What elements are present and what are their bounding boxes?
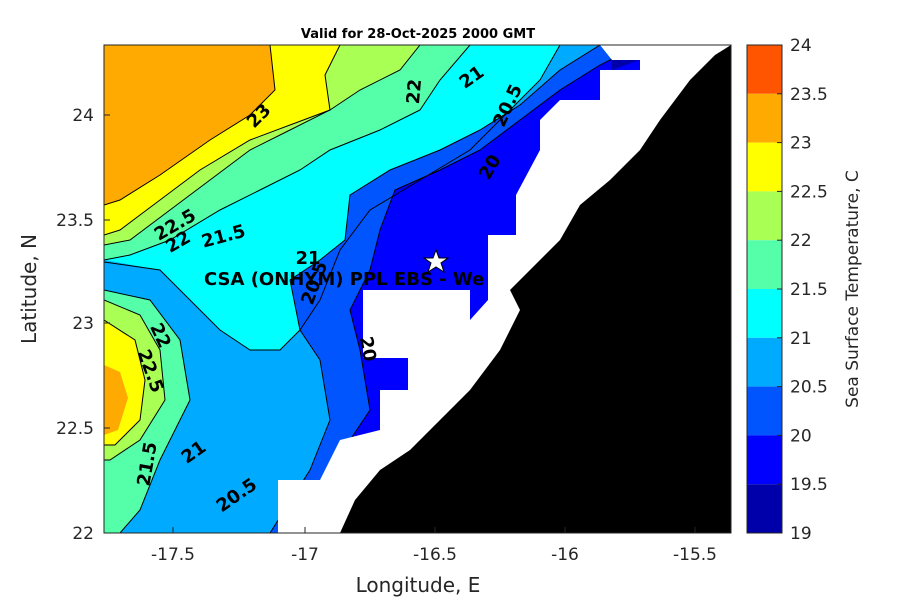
colorbar: 24 23.5 23 22.5 22 21.5 21 20.5 20 19.5 19	[746, 36, 828, 544]
contour-label: 20	[355, 335, 380, 363]
contour-22_5	[104, 45, 341, 236]
colorbar-swatch	[747, 435, 782, 485]
contour-sw-22_5	[104, 319, 146, 446]
colorbar-tick-label: 22.5	[790, 182, 828, 202]
coastline-land	[340, 45, 731, 533]
x-tick-label: -16	[551, 545, 579, 565]
plot-area	[104, 45, 731, 533]
x-tick-label: -17.5	[151, 545, 195, 565]
x-tick-label: -17	[291, 545, 319, 565]
x-tick-label: -15.5	[673, 545, 717, 565]
x-tick-label: -16.5	[413, 545, 457, 565]
sst-band-sw-23-23_5	[104, 365, 128, 435]
colorbar-tick-label: 21	[790, 329, 812, 349]
y-tick-label: 22.5	[56, 419, 94, 439]
colorbar-swatch	[747, 240, 782, 289]
colorbar-tick-label: 23.5	[790, 85, 828, 105]
contour-21_5	[104, 45, 471, 261]
x-axis-label: Longitude, E	[356, 573, 481, 597]
y-tick-label: 22	[72, 524, 94, 544]
x-axis: -17.5 -17 -16.5 -16 -15.5 Longitude, E	[151, 527, 717, 597]
station-label: CSA (ONHYM) PPL EBS - We	[204, 269, 484, 290]
y-tick-label: 23	[72, 314, 94, 334]
contour-20_5	[269, 45, 601, 533]
contour-label: 22	[403, 78, 426, 105]
colorbar-tick-label: 20	[790, 426, 812, 446]
y-axis: 24 23.5 23 22.5 22 Latitude, N	[17, 106, 110, 544]
contour-sw-22	[104, 299, 166, 461]
colorbar-swatch	[747, 93, 782, 143]
contour-23	[104, 45, 276, 206]
contour-21	[104, 45, 561, 351]
colorbar-swatch	[747, 289, 782, 338]
colorbar-swatch	[747, 386, 782, 436]
colorbar-label: Sea Surface Temperature, C	[843, 170, 863, 408]
colorbar-tick-label: 22	[790, 231, 812, 251]
colorbar-swatch	[747, 45, 782, 94]
sst-band-23-23_5	[104, 45, 275, 205]
plot-frame	[103, 44, 732, 534]
colorbar-tick-label: 23	[790, 134, 812, 154]
y-tick-label: 24	[72, 106, 94, 126]
colorbar-swatch	[747, 191, 782, 241]
contour-20	[339, 45, 641, 533]
colorbar-swatch	[747, 484, 782, 533]
y-tick-label: 23.5	[56, 211, 94, 231]
colorbar-swatch	[747, 337, 782, 387]
colorbar-tick-label: 21.5	[790, 280, 828, 300]
colorbar-swatch	[747, 142, 782, 192]
contour-22	[104, 45, 421, 246]
star-icon	[422, 248, 450, 274]
colorbar-tick-label: 24	[790, 36, 812, 56]
colorbar-tick-label: 20.5	[790, 378, 828, 398]
coastal-lagoon	[560, 118, 632, 178]
colorbar-tick-label: 19.5	[790, 475, 828, 495]
contour-sw-21_5	[104, 289, 191, 533]
colorbar-tick-label: 19	[790, 524, 812, 544]
y-axis-label: Latitude, N	[17, 234, 41, 344]
contour-label: 21	[295, 248, 320, 269]
map-title: Valid for 28-Oct-2025 2000 GMT	[301, 27, 535, 42]
